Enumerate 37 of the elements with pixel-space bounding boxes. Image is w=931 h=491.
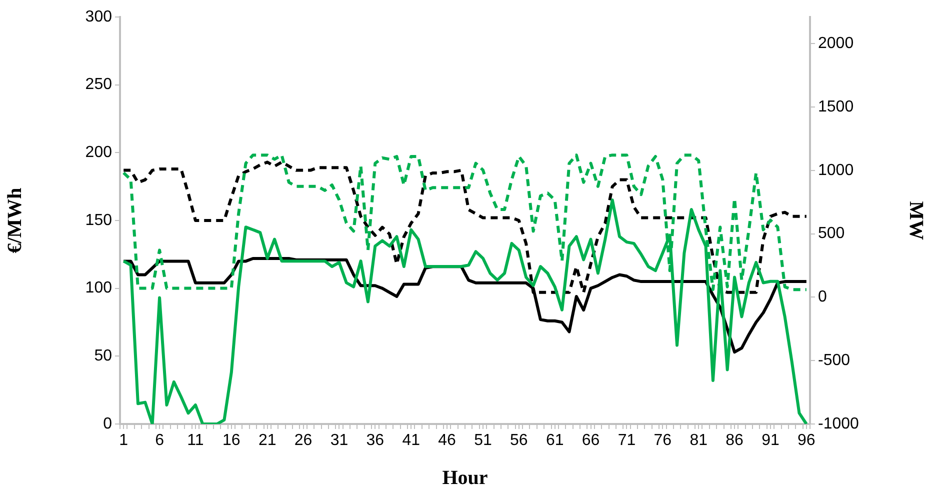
y2-axis-title: MW <box>904 201 927 240</box>
y-tick-label: 0 <box>103 415 112 432</box>
x-tick-label: 6 <box>155 432 164 450</box>
x-tick-label: 41 <box>402 432 420 450</box>
x-tick-label: 71 <box>618 432 636 450</box>
x-tick-label: 66 <box>582 432 600 450</box>
x-tick-label: 81 <box>690 432 708 450</box>
x-tick-label: 46 <box>438 432 456 450</box>
y-tick-label: 250 <box>85 76 112 94</box>
y-tick-label: 150 <box>85 212 112 229</box>
x-axis-title: Hour <box>442 467 488 490</box>
y2-tick-label: 1000 <box>818 162 854 179</box>
x-tick-label: 1 <box>119 432 128 450</box>
y-tick-label: 50 <box>94 348 112 365</box>
x-tick-label: 31 <box>330 432 348 450</box>
y2-tick-label: 1500 <box>818 98 854 116</box>
x-tick-label: 61 <box>546 432 564 450</box>
x-tick-label: 86 <box>726 432 744 450</box>
x-tick-label: 11 <box>187 432 204 450</box>
x-tick-label: 91 <box>762 432 780 450</box>
x-tick-label: 76 <box>654 432 672 450</box>
y2-tick-label: 500 <box>818 225 845 242</box>
y2-tick-label: 0 <box>818 288 827 306</box>
y2-tick-label: 2000 <box>818 35 854 52</box>
x-tick-label: 26 <box>294 432 312 450</box>
y-axis-title: €/MWh <box>4 188 26 254</box>
x-tick-label: 16 <box>222 432 240 450</box>
y-tick-label: 200 <box>85 144 112 162</box>
x-tick-label: 36 <box>366 432 384 450</box>
x-tick-label: 21 <box>258 432 276 450</box>
y-tick-label: 300 <box>85 8 112 26</box>
y2-tick-label: -1000 <box>818 415 860 432</box>
y2-tick-label: -500 <box>818 352 850 370</box>
x-tick-label: 96 <box>798 432 816 450</box>
y-tick-label: 100 <box>85 280 112 297</box>
x-tick-label: 51 <box>474 432 492 450</box>
x-tick-label: 56 <box>510 432 528 450</box>
